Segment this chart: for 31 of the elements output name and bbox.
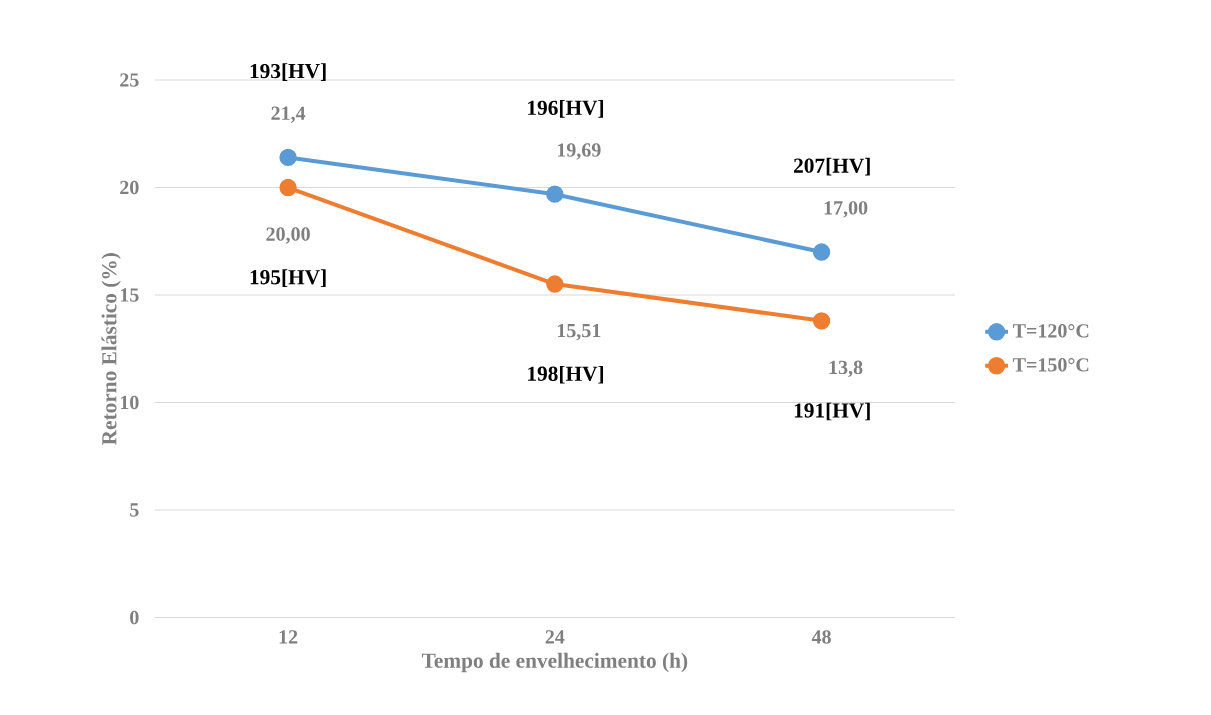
y-tick-label: 20: [120, 180, 139, 195]
data-label: 19,69: [557, 143, 601, 160]
point: [812, 243, 831, 261]
annotation: 193[HV]: [250, 63, 326, 81]
data-label: 15,51: [557, 323, 601, 341]
point: [279, 178, 297, 197]
annotation: 196[HV]: [528, 100, 604, 118]
data-label: 21,4: [271, 106, 306, 123]
y-tick-label: 25: [120, 73, 139, 87]
y-tick-label: 15: [120, 288, 139, 302]
annotation: 191[HV]: [794, 402, 870, 421]
point: [812, 312, 831, 330]
annotation: 195[HV]: [250, 269, 326, 288]
x-axis-title: Tempo de envelhecimento (h): [421, 652, 688, 673]
y-tick-label: 5: [130, 503, 139, 517]
point: [546, 275, 564, 293]
data-label: 20,00: [266, 227, 310, 244]
data-label: 13,8: [829, 360, 863, 378]
legend-label: T=120°C: [1012, 324, 1089, 338]
annotation: 207[HV]: [794, 157, 870, 176]
x-tick-label: 48: [811, 630, 831, 644]
x-tick-label: 12: [279, 630, 298, 644]
data-label: 17,00: [824, 201, 868, 218]
y-axis-title: Retorno Elástico (%): [101, 253, 121, 446]
x-tick-label: 24: [545, 630, 565, 644]
y-tick-label: 10: [120, 395, 139, 410]
y-tick-label: 0: [130, 610, 139, 625]
point: [279, 148, 297, 167]
point: [546, 185, 564, 203]
legend-label: T=150°C: [1012, 358, 1089, 372]
annotation: 198[HV]: [528, 365, 604, 384]
